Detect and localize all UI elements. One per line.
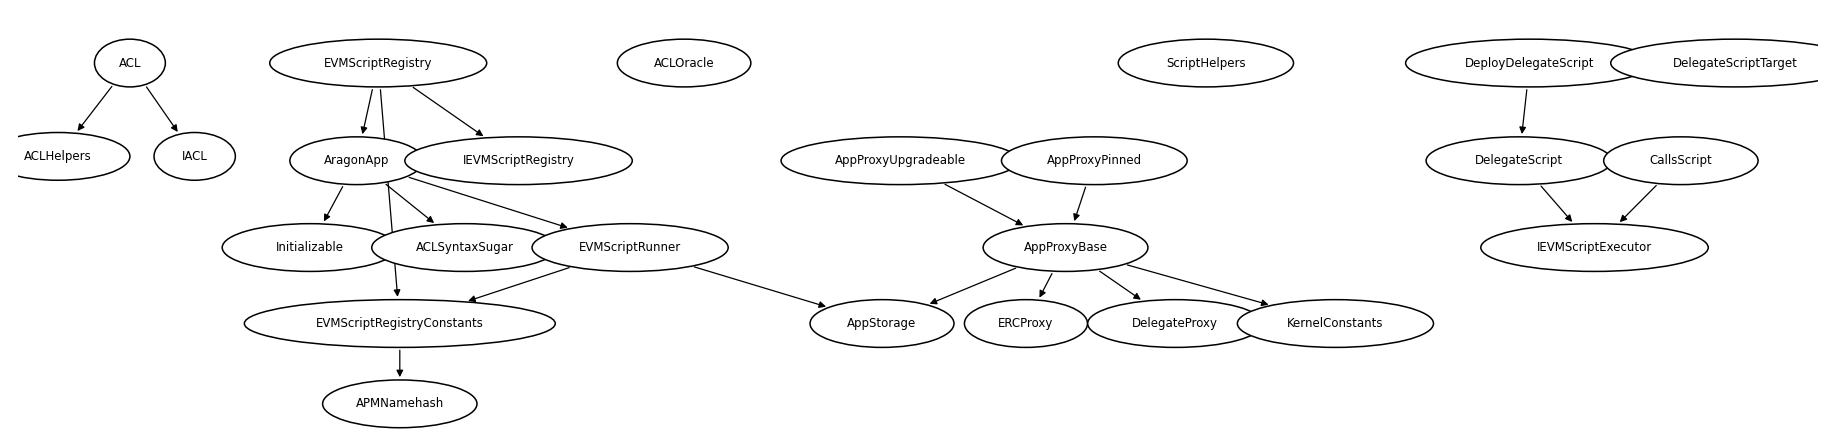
- Text: ACL: ACL: [119, 57, 141, 70]
- Ellipse shape: [780, 137, 1019, 185]
- Ellipse shape: [290, 137, 424, 185]
- Ellipse shape: [810, 299, 955, 347]
- Ellipse shape: [0, 132, 130, 180]
- Ellipse shape: [1427, 137, 1612, 185]
- Text: AppProxyUpgradeable: AppProxyUpgradeable: [834, 154, 966, 167]
- Text: IACL: IACL: [182, 150, 207, 163]
- Text: Initializable: Initializable: [275, 241, 343, 254]
- Text: ScriptHelpers: ScriptHelpers: [1166, 57, 1245, 70]
- Ellipse shape: [1406, 39, 1654, 87]
- Ellipse shape: [1087, 299, 1263, 347]
- Text: ACLOracle: ACLOracle: [654, 57, 714, 70]
- Ellipse shape: [154, 132, 235, 180]
- Text: ACLHelpers: ACLHelpers: [24, 150, 92, 163]
- Text: AragonApp: AragonApp: [323, 154, 389, 167]
- Ellipse shape: [982, 224, 1148, 272]
- Text: AppProxyBase: AppProxyBase: [1023, 241, 1107, 254]
- Ellipse shape: [1001, 137, 1188, 185]
- Ellipse shape: [270, 39, 487, 87]
- Ellipse shape: [323, 380, 477, 428]
- Text: IEVMScriptExecutor: IEVMScriptExecutor: [1537, 241, 1652, 254]
- Ellipse shape: [1603, 137, 1759, 185]
- Text: APMNamehash: APMNamehash: [356, 397, 444, 410]
- Ellipse shape: [94, 39, 165, 87]
- Ellipse shape: [1610, 39, 1836, 87]
- Text: KernelConstants: KernelConstants: [1287, 317, 1384, 330]
- Text: CallsScript: CallsScript: [1649, 154, 1713, 167]
- Text: ACLSyntaxSugar: ACLSyntaxSugar: [415, 241, 514, 254]
- Text: AppProxyPinned: AppProxyPinned: [1047, 154, 1142, 167]
- Text: EVMScriptRegistry: EVMScriptRegistry: [323, 57, 433, 70]
- Ellipse shape: [964, 299, 1087, 347]
- Text: IEVMScriptRegistry: IEVMScriptRegistry: [463, 154, 575, 167]
- Ellipse shape: [244, 299, 554, 347]
- Text: AppStorage: AppStorage: [848, 317, 916, 330]
- Ellipse shape: [532, 224, 729, 272]
- Text: EVMScriptRunner: EVMScriptRunner: [578, 241, 681, 254]
- Ellipse shape: [222, 224, 397, 272]
- Ellipse shape: [1118, 39, 1294, 87]
- Ellipse shape: [406, 137, 632, 185]
- Text: DelegateScript: DelegateScript: [1474, 154, 1562, 167]
- Ellipse shape: [617, 39, 751, 87]
- Text: EVMScriptRegistryConstants: EVMScriptRegistryConstants: [316, 317, 483, 330]
- Text: DelegateScriptTarget: DelegateScriptTarget: [1673, 57, 1797, 70]
- Text: ERCProxy: ERCProxy: [999, 317, 1054, 330]
- Text: DelegateProxy: DelegateProxy: [1133, 317, 1219, 330]
- Text: DeployDelegateScript: DeployDelegateScript: [1465, 57, 1594, 70]
- Ellipse shape: [1237, 299, 1434, 347]
- Ellipse shape: [1482, 224, 1707, 272]
- Ellipse shape: [371, 224, 558, 272]
